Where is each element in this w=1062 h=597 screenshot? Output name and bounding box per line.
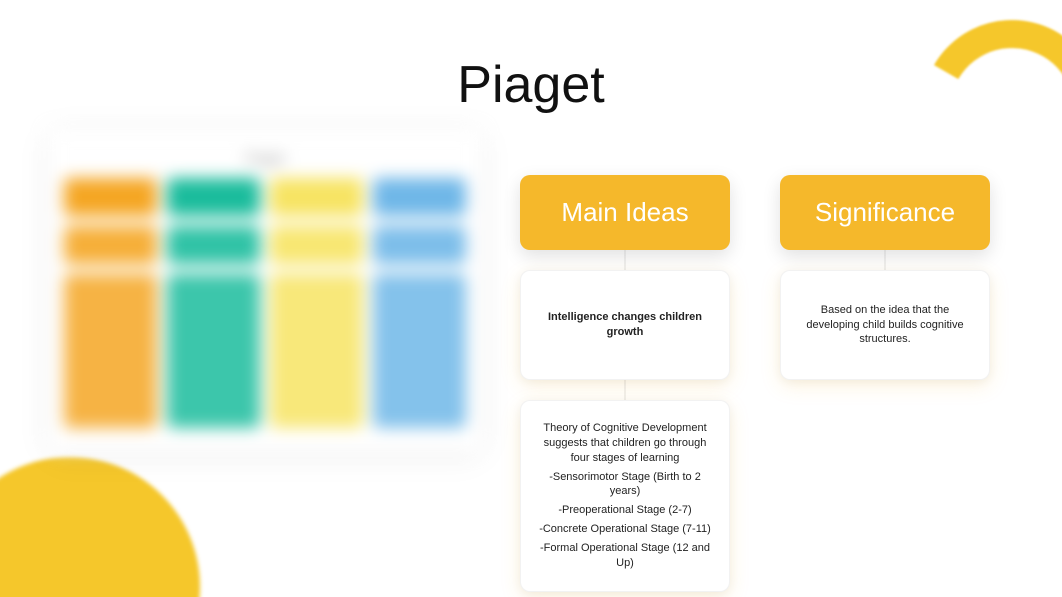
- body2-line-1: -Sensorimotor Stage (Birth to 2 years): [535, 470, 715, 500]
- thumbnail-col-3-header: [373, 178, 466, 216]
- thumbnail-col-0: [64, 178, 157, 428]
- body2-line-0: Theory of Cognitive Development suggests…: [535, 421, 715, 466]
- thumbnail-col-2-header: [270, 178, 363, 216]
- page-title: Piaget: [0, 55, 1062, 115]
- thumbnail-col-1-mid: [167, 226, 260, 264]
- thumbnail-col-3: [373, 178, 466, 428]
- card-connector: [884, 250, 886, 270]
- thumbnail-col-1-header: [167, 178, 260, 216]
- thumbnail-title: Piaget: [64, 150, 466, 166]
- thumbnail-col-1: [167, 178, 260, 428]
- body2-line-3: -Concrete Operational Stage (7-11): [535, 522, 715, 537]
- thumbnail-col-0-header: [64, 178, 157, 216]
- card-significance: Significance Based on the idea that the …: [780, 175, 990, 380]
- card-connector: [624, 380, 626, 400]
- card-main-ideas-body2: Theory of Cognitive Development suggests…: [520, 400, 730, 592]
- body2-line-4: -Formal Operational Stage (12 and Up): [535, 541, 715, 571]
- thumbnail-col-2: [270, 178, 363, 428]
- decor-blob-bottom-left: [0, 457, 200, 597]
- thumbnail-col-0-mid: [64, 226, 157, 264]
- thumbnail-col-3-body: [373, 274, 466, 428]
- body2-line-2: -Preoperational Stage (2-7): [535, 503, 715, 518]
- card-significance-body1: Based on the idea that the developing ch…: [780, 270, 990, 380]
- card-main-ideas: Main Ideas Intelligence changes children…: [520, 175, 730, 592]
- card-main-ideas-body1: Intelligence changes children growth: [520, 270, 730, 380]
- blurred-thumbnail: Piaget: [50, 130, 480, 450]
- card-main-ideas-header: Main Ideas: [520, 175, 730, 250]
- thumbnail-columns: [64, 178, 466, 428]
- thumbnail-col-2-body: [270, 274, 363, 428]
- card-significance-header: Significance: [780, 175, 990, 250]
- thumbnail-col-1-body: [167, 274, 260, 428]
- card-connector: [624, 250, 626, 270]
- thumbnail-col-2-mid: [270, 226, 363, 264]
- thumbnail-col-3-mid: [373, 226, 466, 264]
- thumbnail-col-0-body: [64, 274, 157, 428]
